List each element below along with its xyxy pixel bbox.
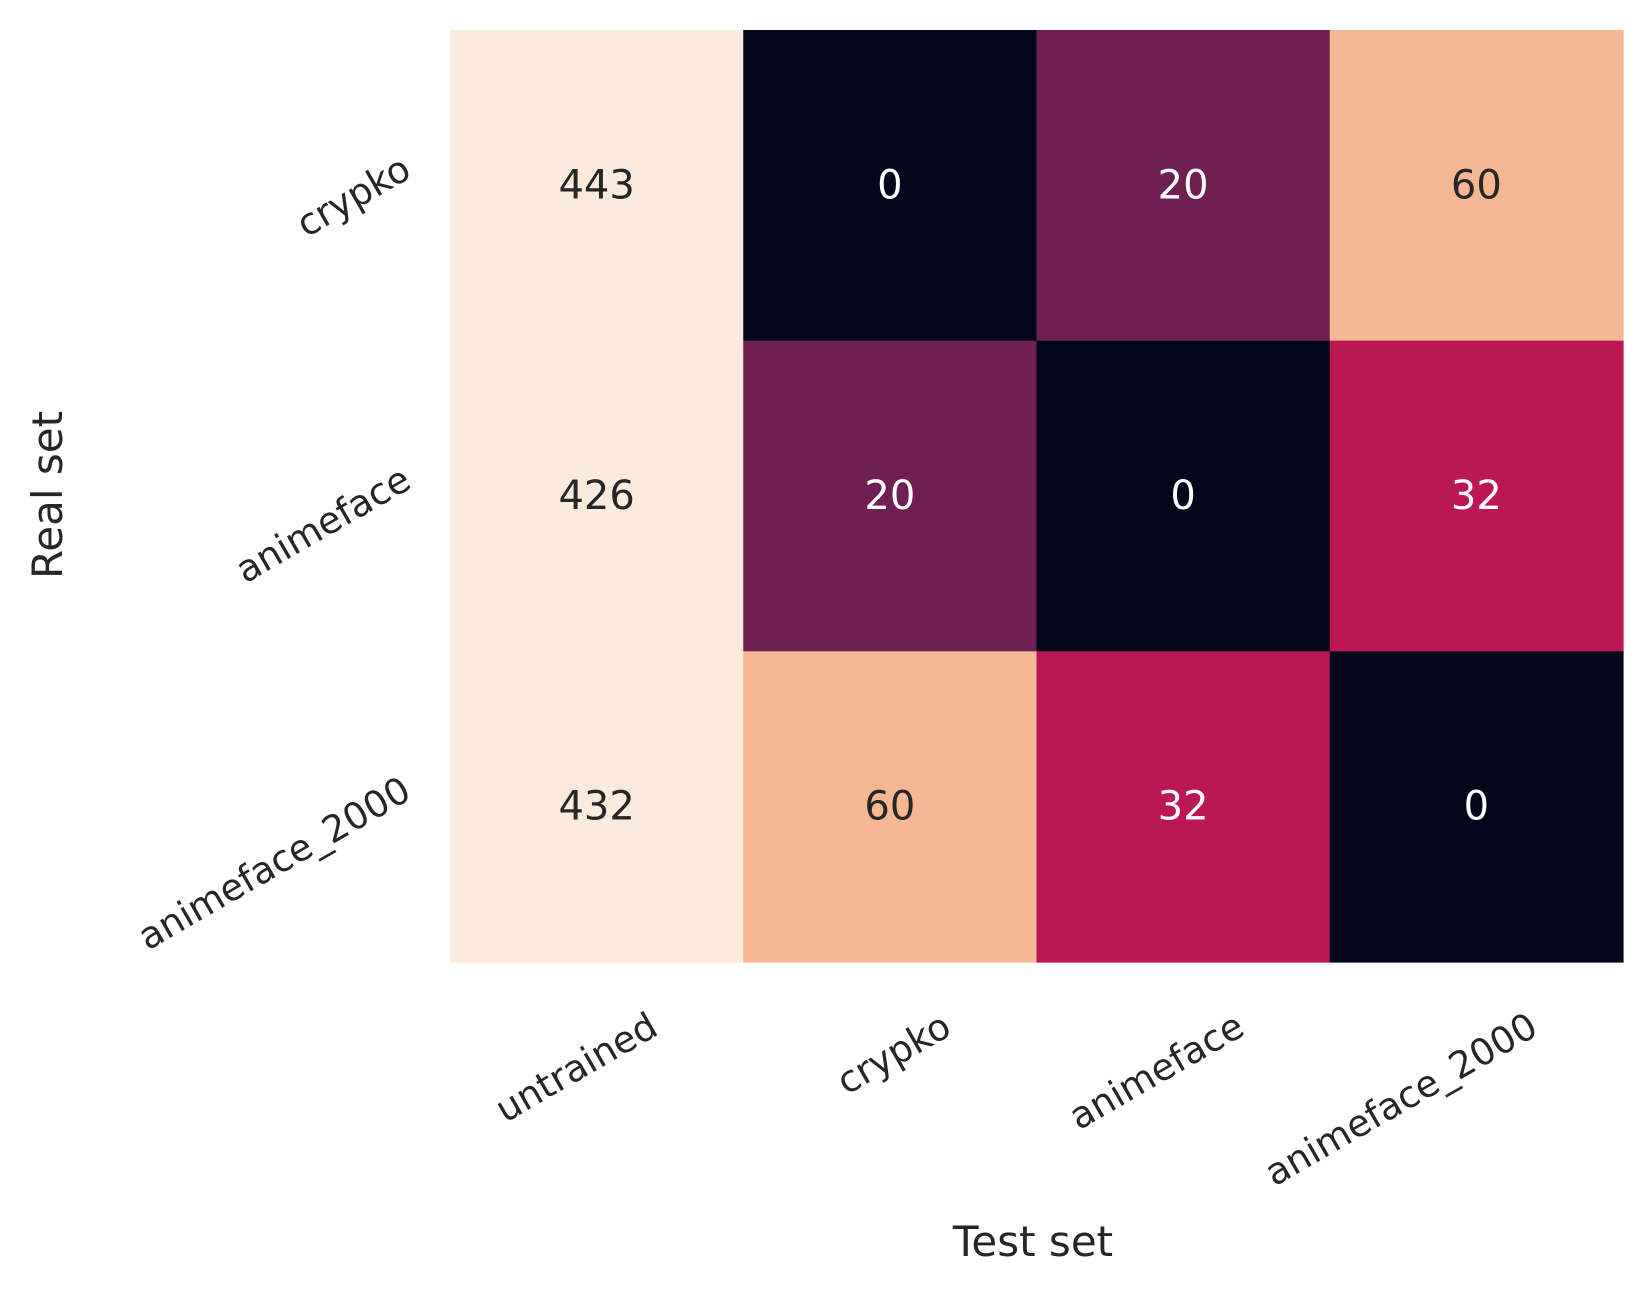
heatmap-cell-value: 60 (1451, 162, 1502, 208)
heatmap-cells (450, 30, 1624, 963)
heatmap-cell (1036, 651, 1331, 963)
heatmap-cell-labels: 443 0 20 60 426 20 0 32 432 60 32 0 (558, 162, 1501, 829)
heatmap-cell-value: 443 (558, 162, 634, 208)
heatmap-cell (1036, 340, 1331, 652)
y-tick-labels: crypko animeface animeface_2000 (131, 147, 418, 959)
x-tick-label: animeface (1062, 1004, 1252, 1138)
y-tick-label: animeface_2000 (131, 768, 418, 959)
x-tick-label: animeface_2000 (1257, 1004, 1544, 1195)
heatmap-cell (450, 651, 744, 963)
x-tick-labels: untrained crypko animeface animeface_2000 (488, 1004, 1545, 1195)
heatmap-cell-value: 432 (558, 784, 634, 830)
x-tick-label: untrained (488, 1004, 665, 1131)
x-axis-label: Test set (952, 1217, 1113, 1266)
heatmap-cell (743, 30, 1038, 342)
heatmap-cell-value: 0 (1170, 473, 1195, 519)
heatmap-cell (1329, 30, 1624, 342)
heatmap-cell-value: 60 (864, 784, 915, 830)
heatmap-cell-value: 0 (877, 162, 902, 208)
y-axis-label: Real set (23, 411, 72, 579)
heatmap-cell (450, 340, 744, 652)
heatmap-cell (743, 340, 1038, 652)
heatmap-cell (450, 30, 744, 342)
heatmap-cell-value: 426 (558, 473, 634, 519)
heatmap-cell-value: 20 (1158, 162, 1209, 208)
heatmap-cell (1329, 340, 1624, 652)
heatmap-cell (743, 651, 1038, 963)
heatmap-cell (1036, 30, 1331, 342)
heatmap-cell-value: 20 (864, 473, 915, 519)
x-tick-label: crypko (829, 1004, 958, 1103)
heatmap-cell-value: 0 (1464, 784, 1489, 830)
y-tick-label: animeface (228, 457, 418, 591)
heatmap-cell-value: 32 (1158, 784, 1209, 830)
heatmap-cell (1329, 651, 1624, 963)
heatmap-cell-value: 32 (1451, 473, 1502, 519)
y-tick-label: crypko (289, 147, 418, 246)
